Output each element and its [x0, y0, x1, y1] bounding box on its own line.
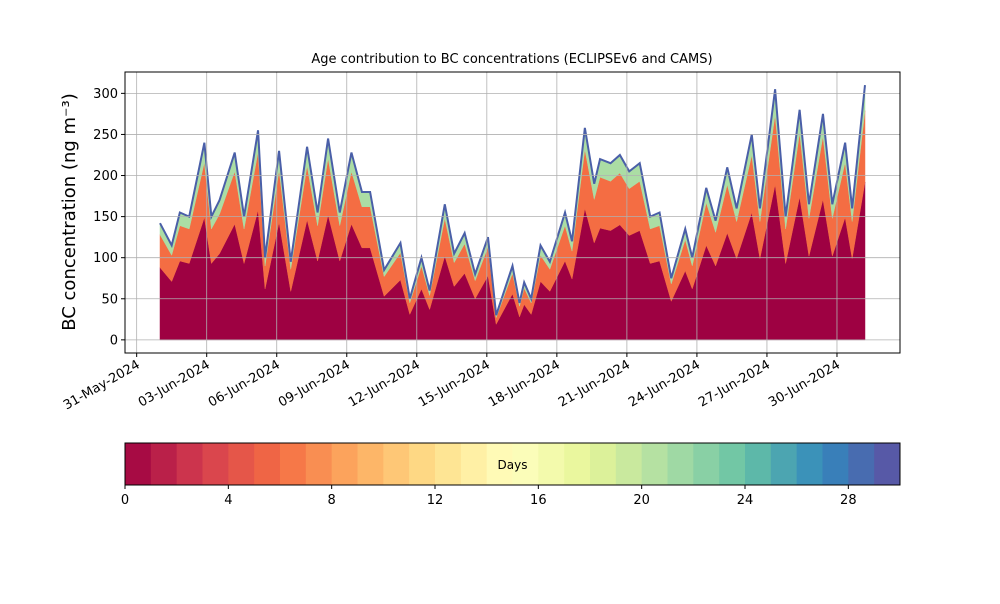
colorbar-cell: [848, 443, 875, 485]
colorbar-cell: [125, 443, 152, 485]
colorbar-cell: [254, 443, 281, 485]
colorbar-tick-label: 12: [427, 493, 444, 508]
y-axis-label: BC concentration (ng m⁻³): [59, 93, 80, 331]
x-tick-label: 18-Jun-2024: [486, 357, 563, 410]
colorbar-tick-label: 24: [737, 493, 754, 508]
colorbar-cell: [512, 443, 539, 485]
y-tick-label: 200: [93, 169, 118, 184]
colorbar-cell: [667, 443, 694, 485]
x-tick-label: 09-Jun-2024: [276, 357, 353, 410]
colorbar-tick-label: 28: [840, 493, 857, 508]
x-tick-label: 31-May-2024: [61, 357, 143, 413]
colorbar-cell: [435, 443, 462, 485]
colorbar-cell: [280, 443, 307, 485]
y-tick-label: 50: [101, 292, 118, 307]
colorbar-tick-label: 4: [224, 493, 232, 508]
colorbar-cell: [564, 443, 591, 485]
colorbar-cell: [874, 443, 901, 485]
colorbar-cell: [357, 443, 384, 485]
x-tick-label: 03-Jun-2024: [136, 357, 213, 410]
colorbar-cell: [538, 443, 565, 485]
colorbar-cell: [822, 443, 849, 485]
colorbar-cell: [228, 443, 255, 485]
x-tick-label: 12-Jun-2024: [346, 357, 423, 410]
colorbar-cell: [383, 443, 410, 485]
colorbar-cell: [486, 443, 513, 485]
colorbar-cell: [150, 443, 178, 485]
y-tick-label: 0: [110, 333, 118, 348]
x-tick-label: 15-Jun-2024: [416, 357, 493, 410]
colorbar-cell: [460, 443, 488, 485]
colorbar-cell: [745, 443, 772, 485]
x-tick-label: 06-Jun-2024: [206, 357, 283, 410]
colorbar-label: Days: [498, 458, 528, 472]
y-tick-label: 150: [93, 210, 118, 225]
colorbar-frame: [124, 442, 901, 486]
colorbar-cell: [331, 443, 358, 485]
colorbar-tick-label: 16: [530, 493, 547, 508]
plot-frame: [124, 71, 901, 354]
chart-title: Age contribution to BC concentrations (E…: [311, 52, 712, 67]
colorbar-cell: [305, 443, 333, 485]
colorbar-cell: [796, 443, 823, 485]
colorbar-cell: [176, 443, 203, 485]
colorbar-cell: [615, 443, 643, 485]
x-tick-label: 30-Jun-2024: [766, 357, 843, 410]
y-tick-label: 100: [93, 251, 118, 266]
colorbar-tick-label: 20: [633, 493, 650, 508]
colorbar-cell: [693, 443, 720, 485]
y-tick-label: 300: [93, 87, 118, 102]
colorbar-cell: [409, 443, 436, 485]
colorbar-cell: [719, 443, 746, 485]
colorbar-cell: [590, 443, 617, 485]
y-tick-label: 250: [93, 128, 118, 143]
colorbar-cell: [770, 443, 798, 485]
colorbar-tick-label: 8: [328, 493, 336, 508]
colorbar-cell: [641, 443, 668, 485]
colorbar-cell: [202, 443, 229, 485]
x-tick-label: 24-Jun-2024: [626, 357, 703, 410]
colorbar-tick-label: 0: [121, 493, 129, 508]
x-tick-label: 21-Jun-2024: [556, 357, 633, 410]
x-tick-label: 27-Jun-2024: [696, 357, 773, 410]
